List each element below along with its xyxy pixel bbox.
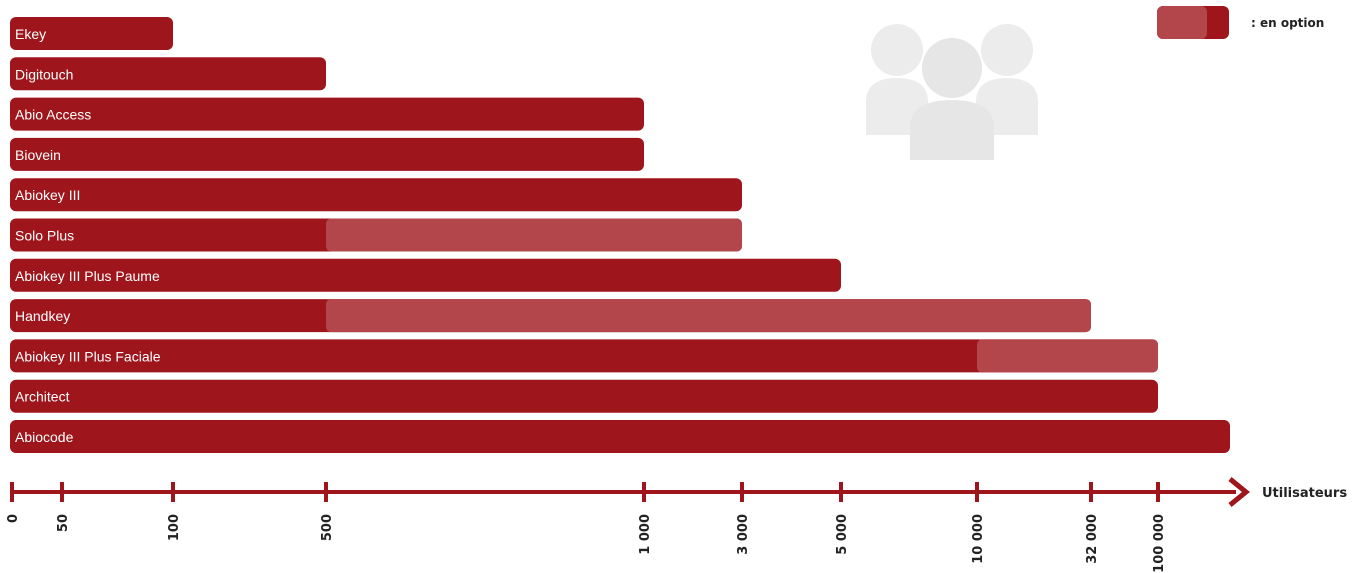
bar-label: Handkey — [15, 308, 70, 324]
bar-abiokey-iii-plus-faciale: Abiokey III Plus Faciale — [10, 339, 1158, 373]
bar-label: Architect — [15, 389, 70, 405]
x-tick-label: 3 000 — [736, 514, 751, 555]
bar-abio-access: Abio Access — [10, 97, 644, 131]
legend-label: : en option — [1251, 16, 1324, 30]
x-axis-arrow — [1228, 477, 1250, 507]
bar-label: Abiokey III Plus Faciale — [15, 348, 161, 364]
bar-standard — [10, 17, 173, 50]
bar-label: Abiokey III Plus Paume — [15, 268, 160, 284]
bar-standard — [10, 339, 1158, 373]
bar-handkey: Handkey — [10, 299, 1091, 333]
bar-digitouch: Digitouch — [10, 57, 326, 91]
bar-architect: Architect — [10, 379, 1158, 413]
x-tick-label: 100 — [167, 514, 182, 541]
bar-standard — [10, 137, 644, 171]
bar-label: Biovein — [15, 147, 61, 163]
bar-option — [326, 299, 1091, 333]
bar-label: Abiocode — [15, 429, 74, 445]
bar-abiocode: Abiocode — [10, 420, 1230, 453]
bar-standard — [10, 379, 1158, 413]
x-tick-label: 1 000 — [638, 514, 653, 555]
bar-solo-plus: Solo Plus — [10, 218, 742, 252]
legend-swatch-option — [1157, 6, 1207, 39]
users-group-icon — [866, 24, 1038, 160]
bar-standard — [10, 57, 326, 91]
bar-label: Solo Plus — [15, 228, 74, 244]
bar-standard — [10, 97, 644, 131]
x-axis: Utilisateurs 0 50 100 500 1 000 3 000 5 000 10 … — [6, 477, 1347, 573]
bar-abiokey-iii: Abiokey III — [10, 178, 742, 212]
bar-label: Abio Access — [15, 107, 91, 123]
bar-standard — [10, 178, 742, 212]
bar-biovein: Biovein — [10, 137, 644, 171]
x-tick-label: 50 — [56, 514, 71, 532]
bar-label: Abiokey III — [15, 187, 80, 203]
x-axis-title: Utilisateurs — [1262, 486, 1347, 501]
x-tick-label: 0 — [6, 514, 21, 523]
bar-abiokey-iii-plus-paume: Abiokey III Plus Paume — [10, 258, 841, 292]
legend: : en option — [1157, 6, 1324, 39]
bar-standard — [10, 258, 841, 292]
x-tick-label: 32 000 — [1085, 514, 1100, 564]
bar-label: Ekey — [15, 26, 46, 42]
x-tick-label: 500 — [320, 514, 335, 541]
x-tick-label: 10 000 — [971, 514, 986, 564]
bar-option — [326, 218, 742, 252]
x-tick-label: 5 000 — [835, 514, 850, 555]
bar-ekey: Ekey — [10, 17, 173, 50]
bar-option — [977, 339, 1158, 373]
bar-label: Digitouch — [15, 66, 73, 82]
x-tick-label: 100 000 — [1152, 514, 1167, 573]
bar-standard — [10, 420, 1230, 453]
